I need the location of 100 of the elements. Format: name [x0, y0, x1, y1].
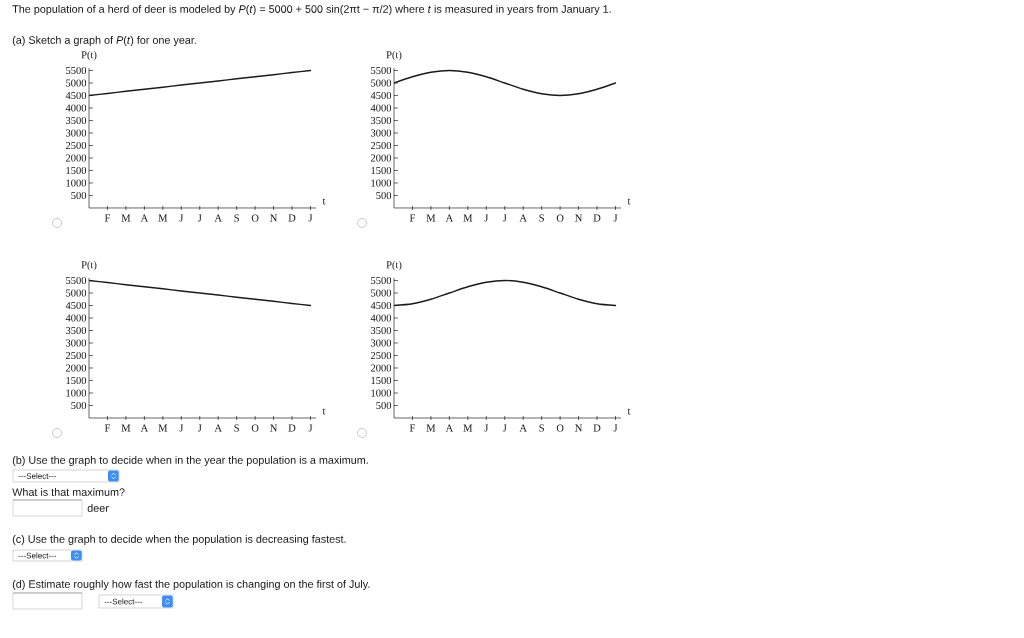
y-tick-label: 5000: [66, 79, 87, 87]
text: (b) Use the graph to decide when in the year the population is a maximum.: [12, 455, 368, 467]
y-tick-label: 3000: [370, 129, 392, 137]
x-tick-label: J: [613, 214, 618, 222]
x-tick-label: A: [214, 424, 222, 432]
x-tick-label: A: [519, 424, 527, 432]
x-tick-label: A: [140, 214, 149, 222]
x-tick-label: M: [426, 214, 436, 222]
text: ---Select---: [104, 598, 143, 605]
y-tick-label: 4000: [65, 104, 87, 112]
y-tick-label: 3000: [370, 339, 392, 347]
x-tick-label: J: [484, 214, 489, 222]
y-tick-label: 2000: [370, 154, 392, 162]
text: What is that maximum?: [12, 488, 125, 496]
x-tick-label: J: [308, 424, 313, 432]
x-tick-label: F: [104, 424, 110, 432]
x-tick-label: M: [121, 214, 131, 222]
x-tick-label: J: [197, 424, 202, 432]
text: (c) Use the graph to decide when the population is decreasing fastest.: [12, 534, 346, 546]
x-tick-label: O: [556, 424, 564, 432]
y-tick-label: 1500: [66, 166, 87, 175]
x-tick-label: J: [197, 214, 202, 222]
line-series: [89, 69, 312, 97]
text: (a) Sketch a graph of P(t) for one year.: [12, 35, 196, 47]
y-tick-label: 1000: [66, 389, 87, 397]
x-tick-label: S: [234, 424, 239, 432]
y-tick-label: 5000: [66, 289, 87, 297]
y-tick-label: 2500: [65, 141, 87, 150]
y-tick-label: 5500: [371, 276, 392, 285]
y-tick-label: 4000: [370, 104, 392, 112]
y-tick-label: 1500: [66, 376, 87, 385]
y-tick-label: 3500: [370, 116, 392, 125]
x-tick-label: D: [288, 214, 296, 222]
y-tick-label: 5000: [371, 79, 392, 87]
y-tick-label: 1000: [371, 389, 392, 397]
y-tick-label: 500: [71, 191, 87, 200]
y-axis-title: P(t): [386, 260, 402, 271]
x-tick-label: J: [502, 214, 507, 222]
x-tick-label: J: [613, 424, 618, 432]
y-tick-label: 500: [376, 401, 392, 410]
y-tick-label: 3500: [65, 326, 87, 335]
x-tick-label: J: [179, 214, 184, 222]
x-axis-title: t: [627, 408, 631, 415]
y-tick-label: 2500: [370, 141, 392, 150]
y-tick-label: 2500: [65, 351, 87, 360]
y-axis-title: P(t): [81, 260, 97, 271]
y-tick-label: 4000: [65, 314, 87, 322]
x-axis-title: t: [627, 198, 631, 205]
y-tick-label: 4000: [370, 314, 392, 322]
x-tick-label: M: [463, 214, 473, 222]
y-tick-label: 5500: [371, 66, 392, 75]
y-tick-label: 4500: [370, 91, 392, 100]
y-tick-label: 1500: [371, 376, 392, 385]
y-tick-label: 4500: [65, 301, 87, 310]
x-tick-label: M: [121, 424, 131, 432]
x-tick-label: M: [463, 424, 473, 432]
y-tick-label: 2000: [370, 364, 392, 372]
x-tick-label: J: [484, 424, 489, 432]
y-tick-label: 3500: [65, 116, 87, 125]
x-tick-label: A: [519, 214, 527, 222]
y-tick-label: 5500: [66, 276, 87, 285]
y-tick-label: 4500: [65, 91, 87, 100]
x-tick-label: N: [270, 424, 278, 432]
x-tick-label: S: [234, 214, 239, 222]
x-tick-label: J: [308, 214, 313, 222]
y-tick-label: 5500: [66, 66, 87, 75]
x-tick-label: O: [556, 214, 564, 222]
x-tick-label: J: [502, 424, 507, 432]
x-tick-label: N: [575, 214, 583, 222]
y-tick-label: 4500: [370, 301, 392, 310]
y-tick-label: 2000: [65, 364, 87, 372]
y-tick-label: 500: [71, 401, 87, 410]
x-tick-label: M: [158, 214, 168, 222]
x-tick-label: A: [445, 214, 454, 222]
x-tick-label: F: [104, 214, 110, 222]
y-tick-label: 3000: [65, 129, 87, 137]
y-tick-label: 1000: [371, 179, 392, 187]
x-tick-label: S: [539, 424, 544, 432]
x-tick-label: S: [539, 214, 544, 222]
y-tick-label: 3000: [65, 339, 87, 347]
text: deer: [87, 504, 109, 512]
x-tick-label: A: [214, 214, 222, 222]
x-tick-label: F: [409, 424, 415, 432]
y-tick-label: 5000: [371, 289, 392, 297]
y-tick-label: 1000: [66, 179, 87, 187]
text: (d) Estimate roughly how fast the population is changing on the first of July.: [12, 579, 370, 591]
y-axis-title: P(t): [81, 50, 97, 61]
x-tick-label: D: [288, 424, 296, 432]
y-axis-title: P(t): [386, 50, 402, 61]
x-tick-label: A: [445, 424, 454, 432]
y-tick-label: 500: [376, 191, 392, 200]
line-series: [89, 279, 312, 307]
x-axis-title: t: [322, 408, 326, 415]
y-tick-label: 3500: [370, 326, 392, 335]
x-tick-label: D: [593, 424, 601, 432]
text: The population of a herd of deer is modeled by P(t) = 5000 + 500 sin(2πt − π/2) where t is measured in years from January 1.: [12, 4, 611, 16]
x-tick-label: A: [140, 424, 149, 432]
text: ---Select---: [18, 473, 57, 479]
x-tick-label: F: [409, 214, 415, 222]
x-tick-label: J: [179, 424, 184, 432]
